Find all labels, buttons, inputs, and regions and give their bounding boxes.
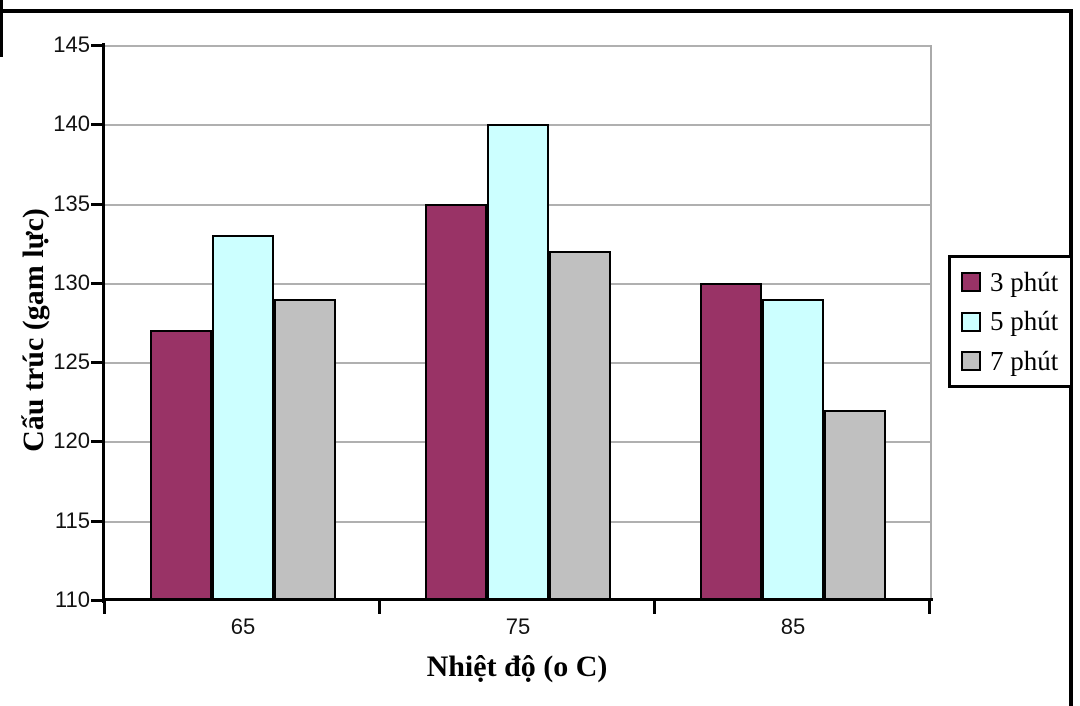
y-tick-140: [91, 123, 103, 126]
bar-5-phút-75: [486, 124, 549, 600]
bar-3-phút-85: [699, 283, 762, 600]
y-tick-label-110: 110: [54, 587, 90, 612]
plot-area-right-edge: [930, 45, 932, 600]
bar-7-phút-65: [273, 299, 336, 600]
legend-label: 5 phút: [990, 306, 1059, 336]
legend-label: 7 phút: [990, 345, 1059, 376]
x-tick-0: [103, 598, 106, 614]
bar-3-phút-65: [149, 330, 212, 600]
y-tick-125: [91, 361, 103, 364]
legend: 3 phút 5 phút 7 phút: [948, 255, 1073, 388]
x-tick-1: [378, 598, 381, 614]
y-tick-label-120: 120: [53, 428, 90, 453]
x-tick-label-75: 75: [505, 614, 531, 639]
y-tick-130: [91, 282, 103, 285]
x-tick-2: [653, 598, 656, 614]
y-axis-line: [102, 43, 105, 603]
y-tick-110: [91, 599, 103, 602]
x-tick-3: [928, 598, 931, 614]
legend-item: 5 phút: [961, 306, 1070, 337]
legend-swatch-icon: [961, 351, 981, 371]
bar-5-phút-65: [211, 235, 274, 600]
y-tick-label-130: 130: [53, 270, 90, 295]
figure-border-left-stub: [0, 0, 3, 57]
y-tick-135: [91, 203, 103, 206]
y-tick-label-140: 140: [53, 111, 90, 136]
legend-label: 3 phút: [990, 266, 1059, 297]
y-tick-label-135: 135: [53, 191, 90, 216]
x-tick-label-85: 85: [780, 614, 806, 639]
bar-3-phút-75: [424, 204, 487, 600]
y-tick-120: [91, 440, 103, 443]
legend-item: 3 phút: [961, 267, 1070, 298]
y-tick-115: [91, 520, 103, 523]
x-tick-label-65: 65: [230, 614, 256, 639]
y-tick-label-145: 145: [53, 32, 90, 57]
legend-swatch-icon: [961, 311, 981, 332]
figure-border-top: [0, 9, 1073, 13]
bar-5-phút-85: [761, 299, 824, 600]
legend-item: 7 phút: [961, 346, 1070, 377]
x-axis-title: Nhiệt độ (o C): [426, 650, 608, 683]
bar-7-phút-85: [823, 410, 886, 600]
y-axis-title: Cấu trúc (gam lực): [17, 208, 50, 452]
gridline-145: [105, 45, 930, 47]
y-tick-label-125: 125: [53, 349, 90, 374]
y-tick-145: [91, 44, 103, 47]
x-axis-line: [102, 598, 933, 601]
bar-7-phút-75: [548, 251, 611, 600]
y-tick-label-115: 115: [54, 508, 90, 533]
legend-swatch-icon: [961, 272, 981, 292]
